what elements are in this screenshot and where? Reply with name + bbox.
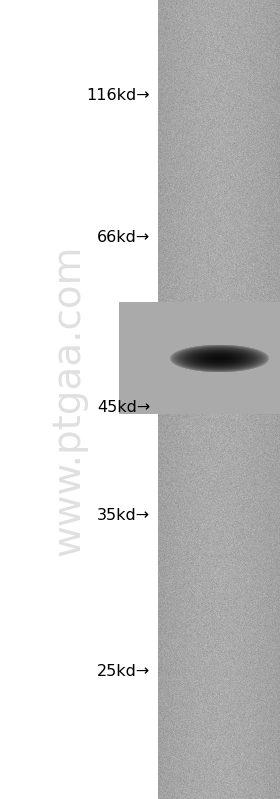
Text: 66kd→: 66kd→ <box>97 230 150 245</box>
Text: 25kd→: 25kd→ <box>97 665 150 679</box>
Text: 45kd→: 45kd→ <box>97 400 150 415</box>
Text: www.ptgaa.com: www.ptgaa.com <box>49 244 87 555</box>
Text: 35kd→: 35kd→ <box>97 508 150 523</box>
Text: 116kd→: 116kd→ <box>86 88 150 102</box>
